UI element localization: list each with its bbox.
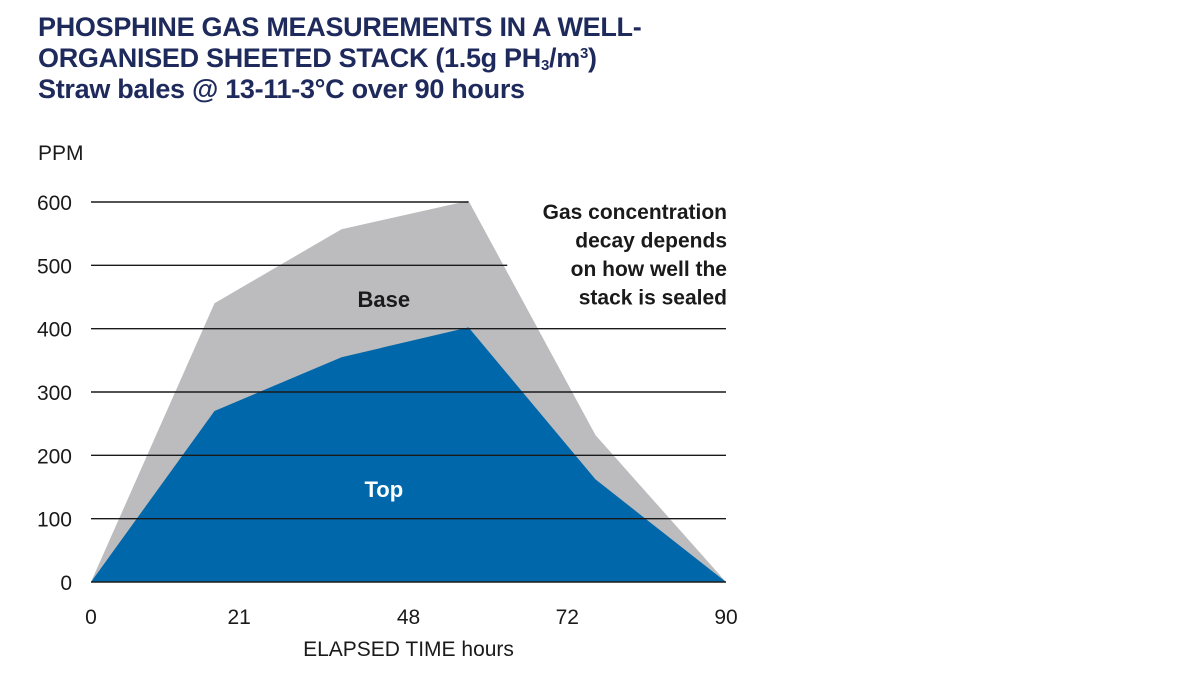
title-close-paren: ) (587, 43, 597, 73)
chart-subtitle: Straw bales @ 13-11-3°C over 90 hours (38, 74, 525, 104)
title-unit-text: /m (549, 43, 580, 73)
title-line-2: ORGANISED SHEETED STACK (1.5g PH3/m3) (38, 43, 641, 74)
y-tick-label-0: 0 (60, 572, 72, 595)
x-tick-label-72: 72 (556, 606, 579, 629)
x-tick-label-48: 48 (397, 606, 420, 629)
x-tick-label-0: 0 (85, 606, 97, 629)
y-tick-label-500: 500 (37, 255, 72, 278)
y-axis-label: PPM (38, 142, 84, 165)
y-tick-label-600: 600 (37, 192, 72, 215)
y-tick-label-200: 200 (37, 445, 72, 468)
series-label-top: Top (364, 477, 403, 502)
title-line-1: PHOSPHINE GAS MEASUREMENTS IN A WELL- (38, 12, 642, 42)
y-tick-label-400: 400 (37, 319, 72, 342)
annotation-line-2: decay depends (575, 230, 727, 253)
annotation-line-1: Gas concentration (543, 201, 727, 224)
title-superscript: 3 (579, 45, 588, 62)
title-subscript: 3 (540, 57, 550, 74)
annotation-line-4: stack is sealed (579, 287, 727, 310)
title-line-2-text: ORGANISED SHEETED STACK (1.5g PH (38, 43, 541, 73)
y-tick-label-300: 300 (37, 382, 72, 405)
x-axis-label: ELAPSED TIME hours (303, 638, 514, 661)
annotation-line-3: on how well the (571, 258, 727, 281)
series-label-base: Base (358, 287, 411, 312)
x-tick-label-90: 90 (714, 606, 737, 629)
y-tick-label-100: 100 (37, 509, 72, 532)
chart-title: PHOSPHINE GAS MEASUREMENTS IN A WELL- OR… (38, 12, 642, 105)
x-tick-label-21: 21 (227, 606, 250, 629)
